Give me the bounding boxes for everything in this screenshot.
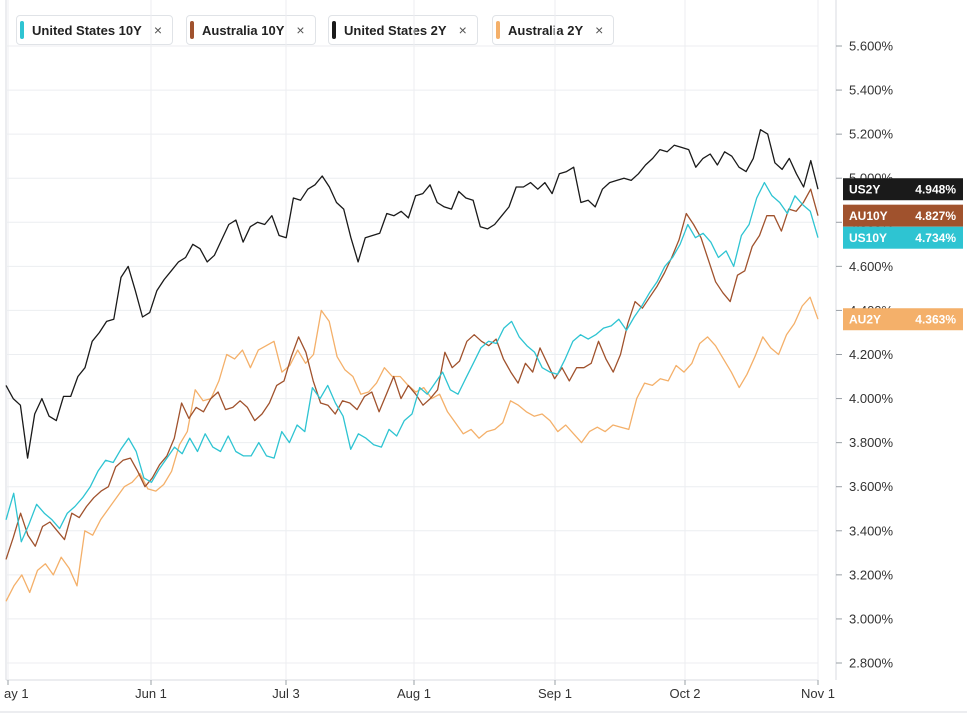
- value-tag-value: 4.363%: [915, 313, 956, 327]
- series-line-au10y: [5, 188, 819, 560]
- x-tick-label: Jul 3: [272, 686, 299, 701]
- value-tag-au10y: AU10Y 4.827%: [843, 204, 963, 227]
- legend-chip-au2y[interactable]: Australia 2Y ×: [492, 15, 615, 45]
- legend-swatch: [332, 21, 336, 39]
- value-tag-value: 4.948%: [915, 183, 956, 197]
- legend-swatch: [496, 21, 500, 39]
- close-icon[interactable]: ×: [296, 22, 305, 38]
- y-tick-label: 4.200%: [849, 347, 894, 362]
- y-tick-label: 2.800%: [849, 656, 894, 671]
- value-tag-name: AU2Y: [849, 313, 881, 327]
- y-tick-label: 4.000%: [849, 391, 894, 406]
- x-axis: ay 1 Jun 1 Jul 3 Aug 1 Sep 1 Oct 2 Nov 1: [4, 680, 835, 701]
- y-tick-label: 5.600%: [849, 39, 894, 54]
- y-tick-label: 5.400%: [849, 83, 894, 98]
- y-tick-label: 3.800%: [849, 435, 894, 450]
- y-tick-label: 3.400%: [849, 523, 894, 538]
- legend-chip-au10y[interactable]: Australia 10Y ×: [186, 15, 316, 45]
- close-icon[interactable]: ×: [458, 22, 467, 38]
- series-lines: [5, 129, 819, 602]
- y-tick-label: 3.000%: [849, 611, 894, 626]
- x-tick-label: Jun 1: [135, 686, 167, 701]
- legend-label: United States 2Y: [344, 22, 447, 38]
- value-tag-value: 4.734%: [915, 231, 956, 245]
- value-tag-name: AU10Y: [849, 209, 888, 223]
- y-tick-label: 3.600%: [849, 479, 894, 494]
- value-tag-us2y: US2Y 4.948%: [843, 178, 963, 201]
- legend-chip-us10y[interactable]: United States 10Y ×: [16, 15, 174, 45]
- legend-label: United States 10Y: [32, 22, 142, 38]
- close-icon[interactable]: ×: [153, 22, 163, 38]
- legend-swatch: [20, 21, 24, 39]
- y-tick-label: 3.200%: [849, 567, 894, 582]
- value-tag-name: US2Y: [849, 183, 880, 197]
- value-tag-bg: [843, 204, 963, 227]
- value-tag-value: 4.827%: [915, 209, 956, 223]
- last-value-tags: US2Y 4.948% AU10Y 4.827% US10Y 4.734% AU2Y 4.36…: [843, 178, 963, 331]
- legend-label: Australia 2Y: [508, 22, 584, 38]
- y-tick-label: 4.600%: [849, 259, 894, 274]
- x-tick-label: Sep 1: [538, 686, 572, 701]
- series-line-us10y: [5, 181, 819, 543]
- series-line-us2y: [5, 129, 819, 459]
- value-tag-name: US10Y: [849, 231, 887, 245]
- value-tag-bg: [843, 226, 963, 249]
- x-tick-label: Aug 1: [397, 686, 431, 701]
- legend-swatch: [190, 21, 194, 39]
- value-tag-us10y: US10Y 4.734%: [843, 226, 963, 249]
- legend-chip-us2y[interactable]: United States 2Y ×: [328, 15, 478, 45]
- x-tick-label: Nov 1: [801, 686, 835, 701]
- y-axis: 5.600%5.400%5.200%5.000%4.800%4.600%4.40…: [836, 39, 894, 671]
- value-tag-bg: [843, 178, 963, 201]
- value-tag-bg: [843, 308, 963, 331]
- legend-label: Australia 10Y: [202, 22, 285, 38]
- y-tick-label: 5.200%: [849, 127, 894, 142]
- value-tag-au2y: AU2Y 4.363%: [843, 308, 963, 331]
- x-tick-label: Oct 2: [669, 686, 700, 701]
- close-icon[interactable]: ×: [595, 22, 604, 38]
- series-line-au2y: [5, 296, 819, 602]
- x-tick-label: ay 1: [4, 686, 29, 701]
